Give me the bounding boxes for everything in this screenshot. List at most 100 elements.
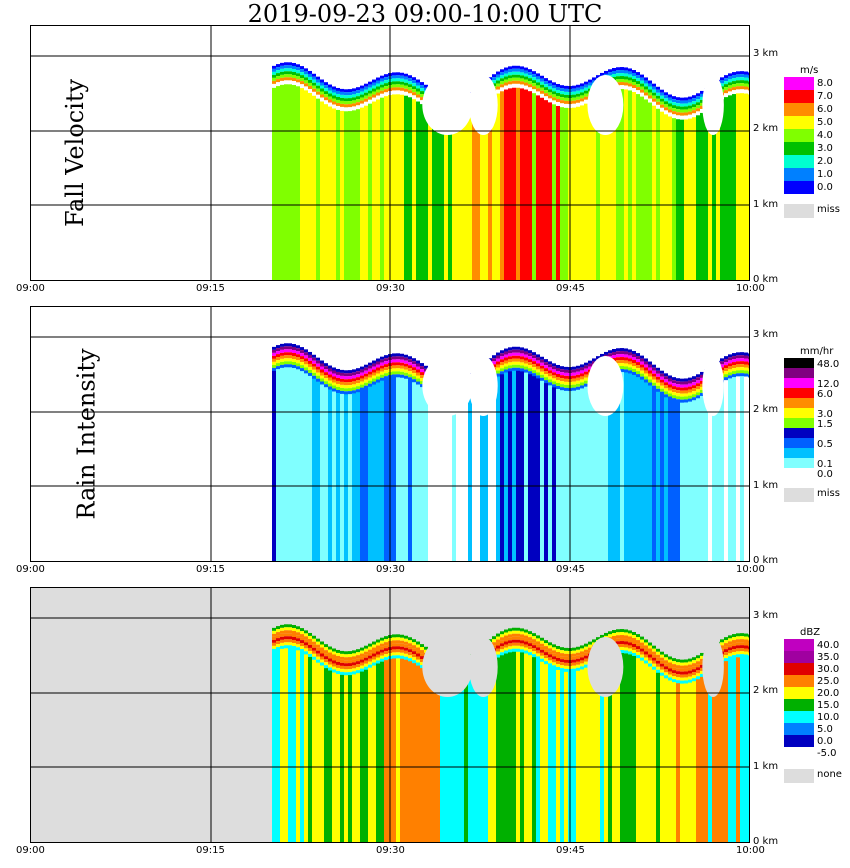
echo-top-cell [536,653,540,657]
echo-top-cell [680,387,684,391]
echo-column [600,656,604,842]
echo-top-cell [316,369,320,373]
legend-swatch [784,458,814,468]
echo-top-cell [668,668,672,672]
echo-top-cell [280,361,284,365]
echo-top-cell [300,631,304,635]
echo-top-cell [696,658,700,662]
echo-top-cell [316,82,320,86]
echo-top-cell [580,382,584,386]
echo-top-cell [620,638,624,642]
echo-top-cell [536,363,540,367]
echo-top-cell [596,356,600,360]
echo-column [616,370,620,561]
echo-top-cell [532,80,536,84]
echo-top-cell [352,375,356,379]
echo-top-cell [352,659,356,663]
echo-column [356,390,360,561]
legend-swatch [784,398,814,408]
echo-column [580,386,584,561]
echo-top-cell [636,649,640,653]
echo-top-cell [416,82,420,86]
echo-top-cell [724,81,728,85]
echo-top-cell [720,86,724,90]
echo-top-cell [496,370,500,374]
echo-top-cell [560,647,564,651]
echo-top-cell [276,641,280,645]
echo-top-cell [656,379,660,383]
echo-top-cell [404,360,408,364]
echo-column [620,651,624,842]
echo-top-cell [680,109,684,113]
echo-column [660,392,664,561]
echo-top-cell [504,650,508,654]
echo-top-cell [404,638,408,642]
echo-top-cell [528,72,532,76]
y-tick-label: 2 km [753,685,779,697]
echo-top-cell [496,642,500,646]
echo-top-cell [616,641,620,645]
echo-column [296,648,300,842]
echo-column [336,109,340,280]
legend-swatch [784,735,814,747]
echo-top-cell [420,85,424,89]
echo-top-cell [332,657,336,661]
echo-top-cell [728,354,732,358]
echo-top-cell [520,353,524,357]
echo-top-cell [296,644,300,648]
echo-column [320,663,324,842]
echo-column [308,373,312,561]
echo-top-cell [616,632,620,636]
echo-top-cell [304,83,308,87]
echo-top-cell [696,383,700,387]
echo-top-cell [544,362,548,366]
echo-top-cell [668,100,672,104]
legend-missing-label: none [817,769,842,780]
echo-top-cell [280,624,284,628]
echo-top-cell [376,660,380,664]
echo-top-cell [396,81,400,85]
echo-top-cell [332,382,336,386]
echo-top-cell [524,635,528,639]
echo-top-cell [664,663,668,667]
echo-top-cell [292,355,296,359]
echo-top-cell [340,390,344,394]
echo-top-cell [324,662,328,666]
echo-top-cell [296,64,300,68]
echo-top-cell [688,664,692,668]
echo-top-cell [328,661,332,665]
echo-top-cell [272,74,276,78]
echo-top-cell [340,671,344,675]
echo-top-cell [696,102,700,106]
echo-top-cell [652,98,656,102]
echo-column [688,399,692,561]
echo-top-cell [560,372,564,376]
echo-top-cell [608,69,612,73]
echo-top-cell [324,378,328,382]
echo-top-cell [356,649,360,653]
echo-top-cell [492,358,496,362]
echo-top-cell [504,82,508,86]
echo-top-cell [324,85,328,89]
echo-top-cell [392,640,396,644]
echo-top-cell [652,654,656,658]
echo-top-cell [400,75,404,79]
echo-top-cell [588,647,592,651]
echo-top-cell [524,354,528,358]
echo-top-cell [340,662,344,666]
echo-column [592,380,596,561]
echo-top-cell [504,351,508,355]
echo-top-cell [396,643,400,647]
echo-top-cell [296,632,300,636]
echo-top-cell [528,631,532,635]
echo-top-cell [524,357,528,361]
echo-top-cell [744,648,748,652]
echo-column [476,389,480,561]
echo-column [504,370,508,561]
echo-column [596,378,600,561]
echo-top-cell [648,651,652,655]
echo-top-cell [504,629,508,633]
echo-top-cell [580,83,584,87]
echo-top-cell [620,348,624,352]
echo-top-cell [564,88,568,92]
